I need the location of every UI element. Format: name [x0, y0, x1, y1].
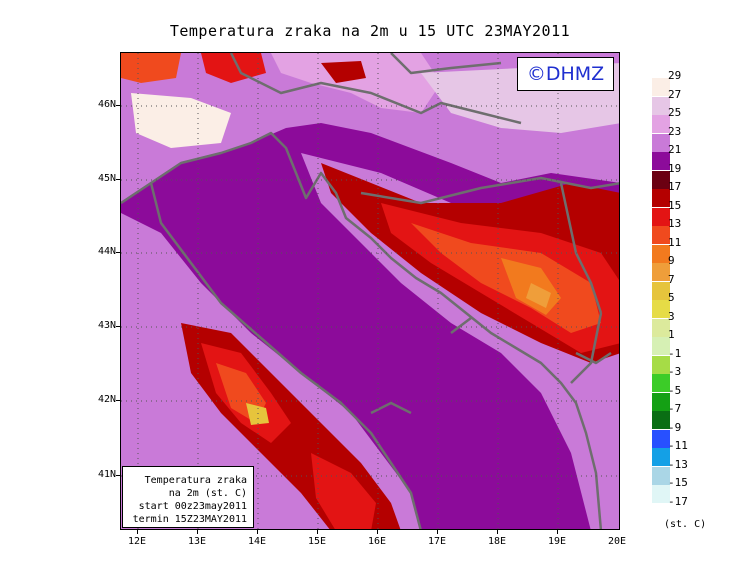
- northwest-white: [131, 93, 231, 148]
- info-line-termin: termin 15Z23MAY2011: [132, 514, 247, 525]
- legend-swatch: [652, 300, 670, 318]
- lat-label-44n: 44N: [97, 246, 116, 257]
- lat-label-45n: 45N: [97, 173, 116, 184]
- legend-swatch: [652, 226, 670, 244]
- legend-label: -9: [668, 420, 682, 434]
- legend-swatch: [652, 207, 670, 226]
- lon-tick: [377, 530, 378, 534]
- legend-swatch: [652, 411, 670, 429]
- legend-label: -13: [668, 457, 688, 471]
- lon-tick: [317, 530, 318, 534]
- italy-red-south: [311, 453, 376, 529]
- lon-tick: [197, 530, 198, 534]
- info-line-variable: Temperatura zraka: [144, 475, 247, 486]
- lon-tick: [437, 530, 438, 534]
- legend-label: 23: [668, 124, 682, 138]
- lon-label-20e: 20E: [607, 536, 627, 547]
- coastlines: [121, 53, 619, 529]
- legend-label: -17: [668, 494, 688, 508]
- northwest-orange-2: [201, 53, 266, 83]
- legend-swatch: [652, 466, 670, 485]
- lon-label-16e: 16E: [367, 536, 387, 547]
- legend-swatch: [652, 429, 670, 448]
- lon-label-13e: 13E: [187, 536, 207, 547]
- lon-label-14e: 14E: [247, 536, 267, 547]
- lon-tick: [497, 530, 498, 534]
- map-title: Temperatura zraka na 2m u 15 UTC 23MAY20…: [169, 22, 571, 40]
- lat-tick: [116, 475, 120, 476]
- legend-units: (st. C): [664, 519, 707, 530]
- lon-tick: [557, 530, 558, 534]
- legend-swatch: [652, 96, 670, 115]
- lat-tick: [116, 105, 120, 106]
- legend-swatch: [652, 244, 670, 263]
- lat-tick: [116, 400, 120, 401]
- lat-label-46n: 46N: [97, 99, 116, 110]
- alps-pink: [271, 53, 441, 113]
- legend-label: 1: [668, 328, 675, 341]
- legend-swatch: [652, 133, 670, 152]
- lon-label-18e: 18E: [487, 536, 507, 547]
- legend-swatch: [652, 374, 670, 392]
- balkans-yellow: [526, 283, 551, 308]
- temperature-map[interactable]: [120, 52, 620, 530]
- info-line-start: start 00z23may2011: [138, 501, 247, 512]
- lon-label-12e: 12E: [127, 536, 147, 547]
- lat-label-41n: 41N: [97, 469, 116, 480]
- graticule: [121, 53, 619, 529]
- legend-label: 17: [668, 180, 682, 193]
- legend-swatch: [652, 281, 670, 300]
- lat-label-43n: 43N: [97, 320, 116, 331]
- legend-swatch: [652, 152, 670, 170]
- legend-swatch: [652, 337, 670, 355]
- legend-label: -11: [668, 439, 688, 452]
- lon-label-17e: 17E: [427, 536, 447, 547]
- legend-label: 9: [668, 254, 675, 267]
- legend-label: 15: [668, 198, 682, 212]
- legend-label: 27: [668, 87, 682, 101]
- legend-swatch: [652, 170, 670, 189]
- legend-label: 11: [668, 235, 682, 249]
- lat-label-42n: 42N: [97, 394, 116, 405]
- legend-swatch: [652, 448, 670, 466]
- legend-label: 13: [668, 217, 682, 230]
- dhmz-credit-badge: ©DHMZ: [517, 57, 614, 91]
- legend-label: 29: [668, 69, 682, 82]
- legend-label: 5: [668, 291, 675, 304]
- legend-label: 25: [668, 106, 682, 119]
- legend-label: 19: [668, 161, 682, 175]
- lon-tick: [137, 530, 138, 534]
- info-box: Temperatura zraka na 2m (st. C) start 00…: [122, 466, 254, 528]
- legend-swatch: [652, 355, 670, 374]
- lon-tick: [257, 530, 258, 534]
- legend-swatch: [652, 115, 670, 133]
- legend-label: -1: [668, 346, 682, 360]
- lon-label-15e: 15E: [307, 536, 327, 547]
- lat-tick: [116, 326, 120, 327]
- lon-label-19e: 19E: [547, 536, 567, 547]
- northwest-orange: [121, 53, 181, 83]
- legend-swatch: [652, 392, 670, 411]
- legend-swatch: [652, 78, 670, 96]
- legend-swatch: [652, 263, 670, 281]
- lat-tick: [116, 252, 120, 253]
- legend-label: 7: [668, 272, 675, 286]
- legend-label: -3: [668, 365, 682, 378]
- lat-tick: [116, 179, 120, 180]
- legend-swatch: [652, 189, 670, 207]
- legend-swatch: [652, 485, 670, 503]
- north-red-patch: [321, 61, 366, 83]
- info-line-units: na 2m (st. C): [168, 488, 247, 499]
- legend-swatch: [652, 318, 670, 337]
- legend-label: -15: [668, 476, 688, 489]
- legend-label: -5: [668, 383, 682, 397]
- legend-label: 21: [668, 143, 682, 156]
- legend-label: 3: [668, 309, 675, 323]
- legend-label: -7: [668, 402, 682, 415]
